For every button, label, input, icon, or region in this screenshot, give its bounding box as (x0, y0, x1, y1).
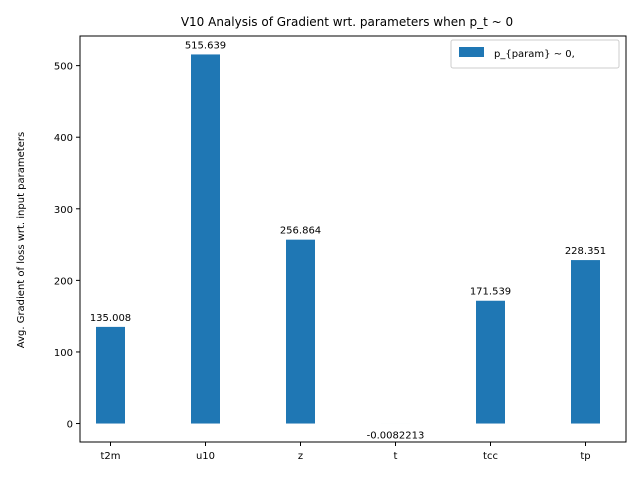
chart-title: V10 Analysis of Gradient wrt. parameters… (181, 15, 513, 29)
y-tick-label: 500 (54, 62, 73, 73)
axes-frame (79, 35, 627, 443)
bar-tcc (476, 300, 505, 424)
bar-z (286, 239, 315, 424)
data-label-u10: 515.639 (185, 40, 226, 51)
data-label-tcc: 171.539 (470, 287, 511, 298)
plot-area: 135.008 515.639 256.864 -0.0082213 171.539 22… (54, 35, 627, 462)
legend-label: p_{param} ~ 0, (494, 49, 575, 60)
data-label-t2m: 135.008 (90, 313, 131, 324)
bar-tp (571, 260, 600, 424)
x-tick-label-u10: u10 (196, 451, 215, 462)
y-tick-label: 100 (54, 348, 73, 359)
data-label-tp: 228.351 (565, 246, 606, 257)
y-tick-label: 300 (54, 205, 73, 216)
x-tick-label-tcc: tcc (483, 451, 498, 462)
x-tick-label-z: z (298, 451, 303, 462)
legend: p_{param} ~ 0, (450, 39, 620, 69)
legend-swatch (459, 47, 484, 57)
bar-t2m (96, 326, 125, 424)
data-label-t: -0.0082213 (367, 431, 425, 442)
y-tick-label: 200 (54, 276, 73, 287)
x-tick-label-tp: tp (580, 451, 590, 462)
x-tick-label-t2m: t2m (100, 451, 120, 462)
y-tick-label: 0 (67, 420, 73, 431)
y-axis-label: Avg. Gradient of loss wrt. input paramet… (16, 132, 27, 348)
data-label-z: 256.864 (280, 226, 321, 237)
x-tick-label-t: t (394, 451, 398, 462)
bar-u10 (191, 54, 220, 424)
legend-frame (450, 39, 620, 69)
y-tick-label: 400 (54, 133, 73, 144)
